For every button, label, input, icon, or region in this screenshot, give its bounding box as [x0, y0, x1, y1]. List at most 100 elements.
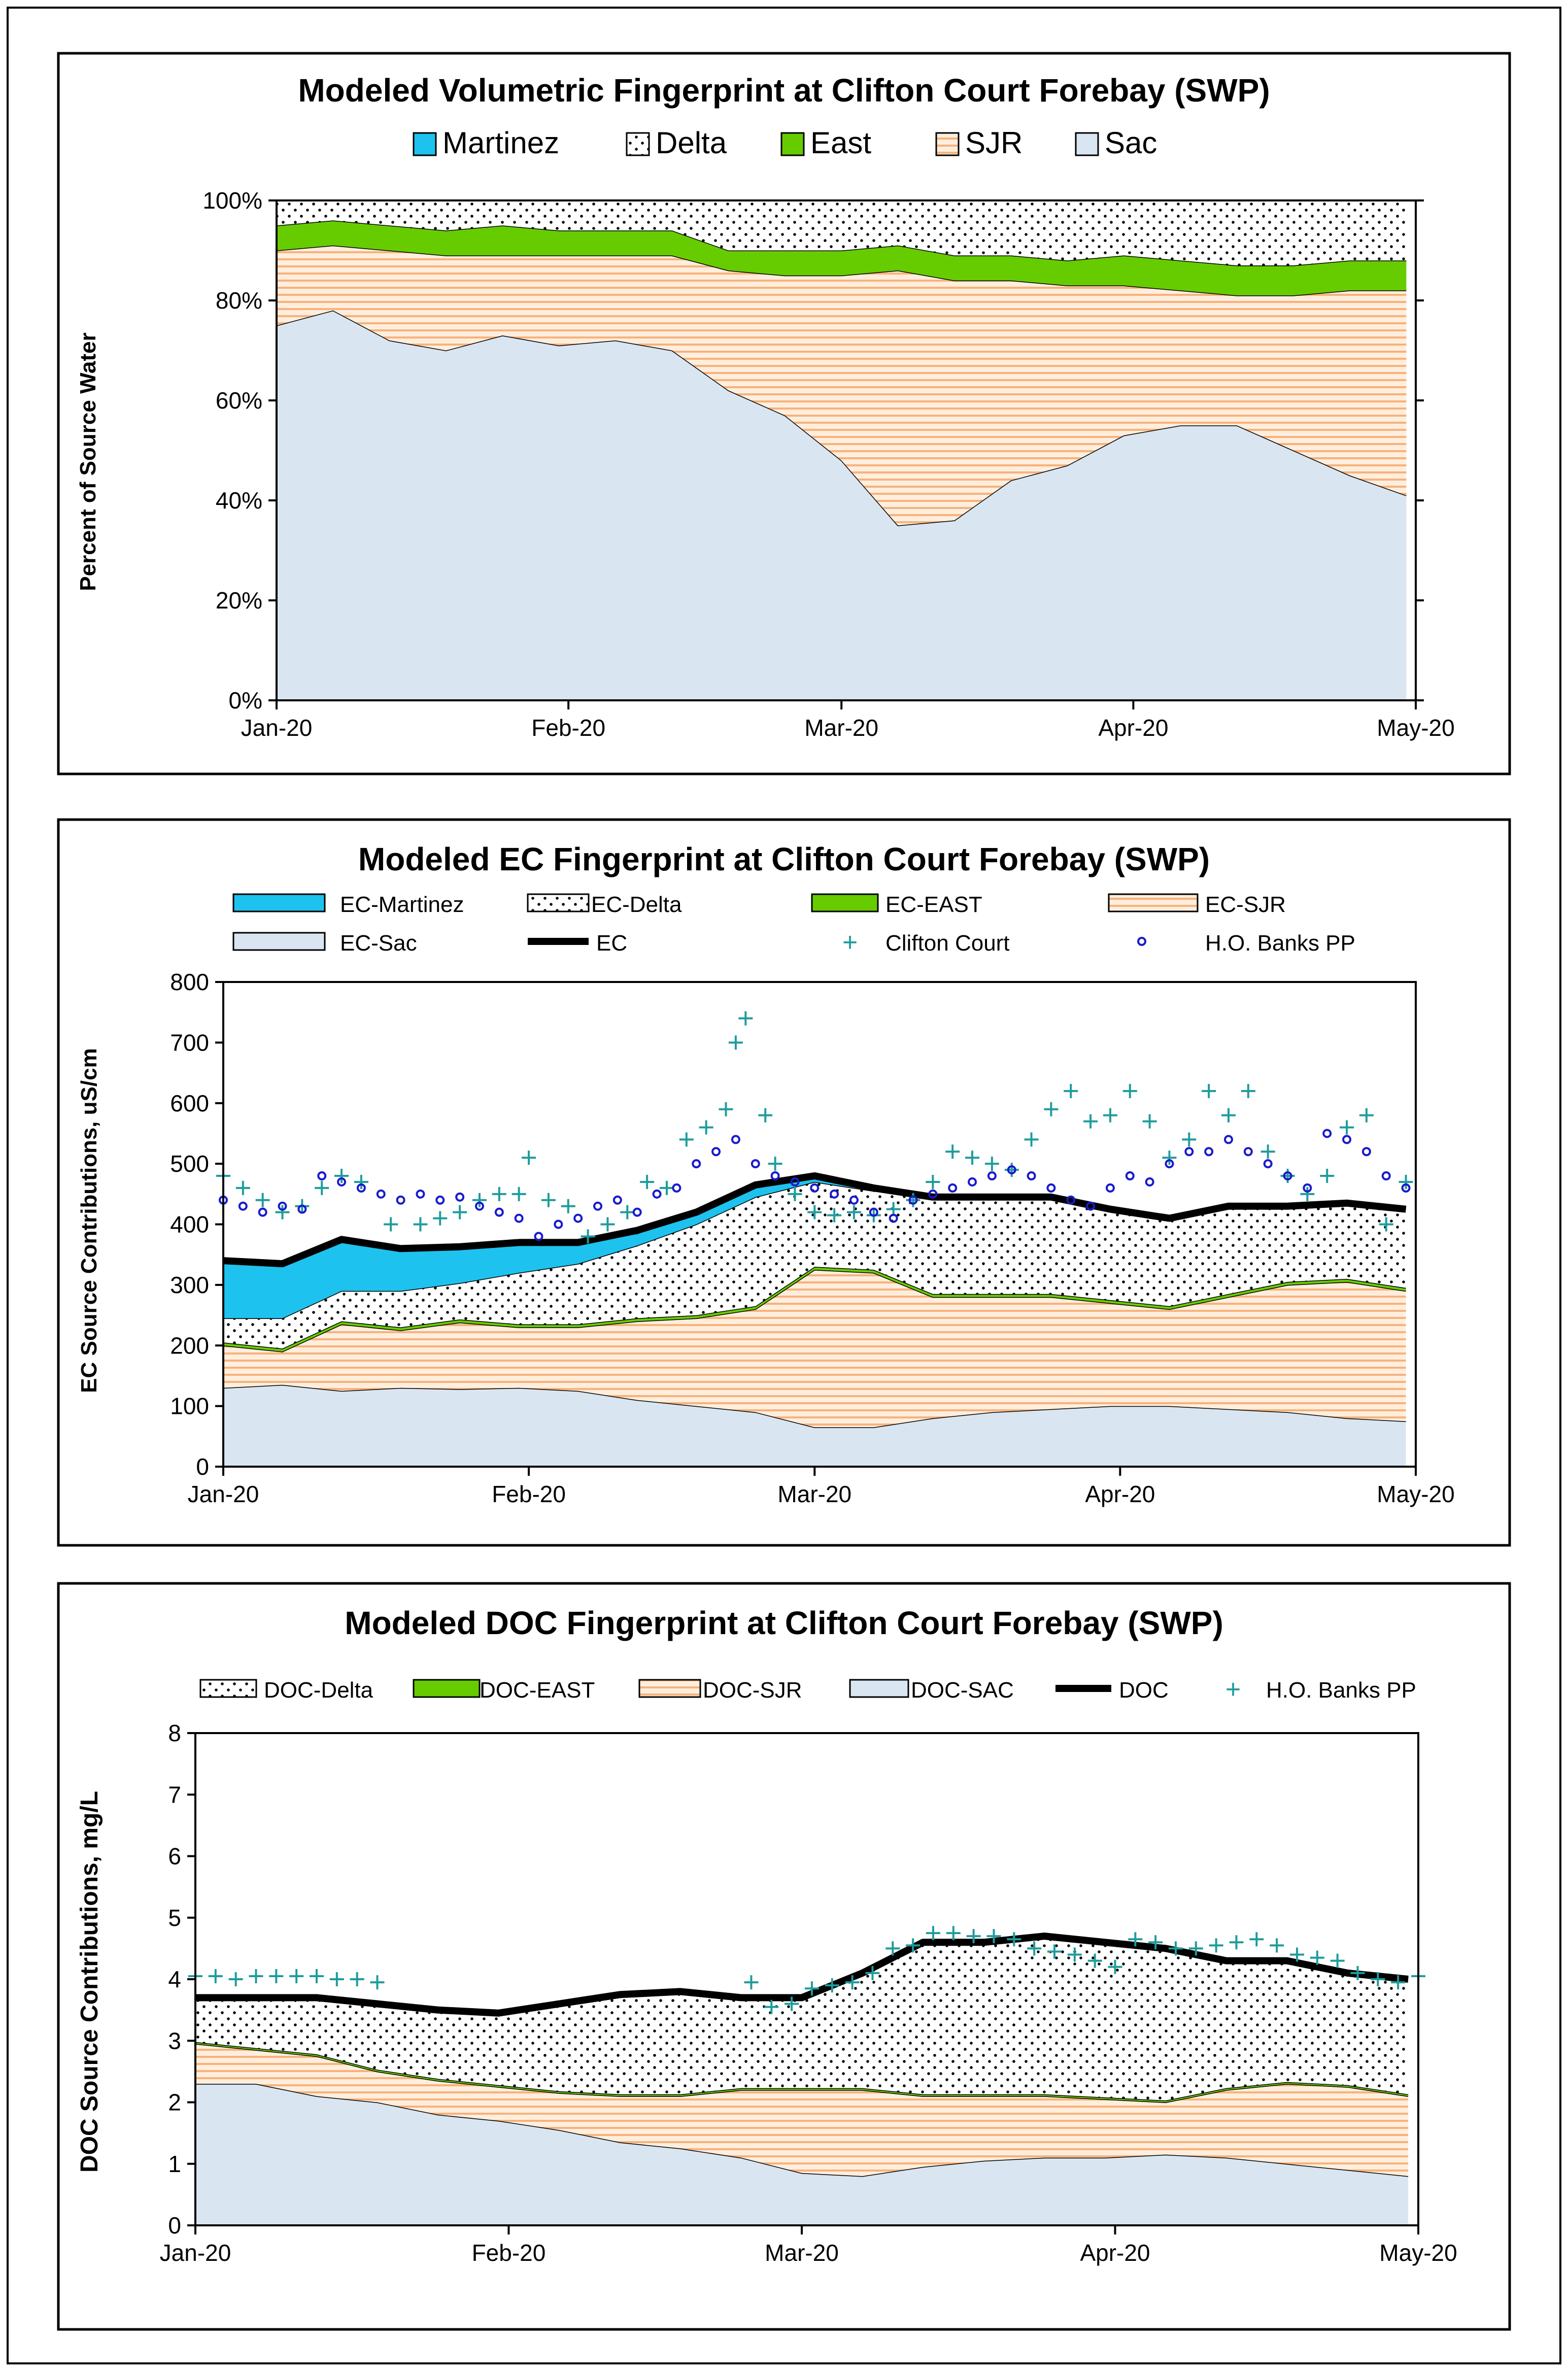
y-tick-label: 300	[170, 1272, 209, 1298]
y-tick-label: 8	[168, 1720, 181, 1746]
legend-label-doc-sjr: DOC-SJR	[703, 1678, 802, 1703]
clifton-court-point	[984, 1157, 999, 1171]
banks-pp-point	[1108, 1959, 1122, 1974]
y-tick-label: 5	[168, 1905, 181, 1931]
legend-swatch-sac	[1075, 132, 1099, 156]
clifton-court-point	[1004, 1163, 1019, 1177]
clifton-court-point	[255, 1193, 270, 1207]
banks-pp-point	[830, 1189, 839, 1199]
clifton-court-point	[1379, 1217, 1393, 1232]
clifton-court-point	[728, 1035, 743, 1050]
x-tick-label: Jan-20	[241, 715, 313, 741]
clifton-court-point	[620, 1205, 635, 1220]
banks-pp-point	[948, 1183, 958, 1193]
banks-pp-point	[804, 1981, 819, 1996]
banks-pp-point	[632, 1207, 642, 1217]
y-tick-label: 700	[170, 1029, 209, 1056]
clifton-court-point	[1300, 1187, 1315, 1201]
banks-pp-point	[1165, 1159, 1174, 1169]
banks-pp-point	[1046, 1183, 1056, 1193]
area-doc-sjr	[195, 2044, 1409, 2176]
banks-pp-point	[928, 1189, 938, 1199]
clifton-court-point	[1182, 1132, 1197, 1147]
x-tick-label: May-20	[1377, 1481, 1454, 1507]
banks-pp-point	[1148, 1935, 1163, 1950]
banks-pp-point	[1184, 1147, 1194, 1157]
total-line-ec	[223, 1172, 1407, 1268]
banks-pp-point	[455, 1192, 465, 1202]
banks-pp-point	[1401, 1183, 1411, 1193]
banks-pp-point	[1289, 1947, 1304, 1962]
legend-swatch-delta	[626, 132, 650, 156]
total-line-doc	[195, 1933, 1409, 2017]
banks-pp-point	[474, 1201, 484, 1211]
legend-swatch-ec-delta	[527, 893, 590, 912]
legend-label-ec: EC	[596, 931, 627, 956]
legend-label-east: East	[810, 126, 871, 160]
clifton-court-point	[659, 1180, 674, 1195]
banks-pp-point	[1223, 1135, 1233, 1144]
banks-pp-point	[534, 1232, 543, 1241]
y-tick-label: 40%	[216, 487, 262, 514]
y-tick-label: 4	[168, 1966, 181, 1992]
banks-pp-point	[692, 1159, 701, 1169]
area-ec-sac	[223, 1384, 1406, 1467]
x-tick-label: Jan-20	[188, 1481, 259, 1507]
clifton-court-point	[522, 1150, 536, 1165]
clifton-court-point	[315, 1180, 329, 1195]
banks-pp-point	[1243, 1147, 1253, 1157]
clifton-court-point	[1340, 1120, 1354, 1135]
banks-pp-point	[908, 1195, 918, 1205]
clifton-court-point	[768, 1157, 782, 1171]
clifton-court-point	[1103, 1108, 1117, 1123]
legend-swatch-east	[780, 132, 805, 156]
clifton-court-point	[807, 1205, 822, 1220]
clifton-court-point	[541, 1193, 556, 1207]
banks-pp-point	[1209, 1938, 1223, 1953]
axes: 0 1 2 3 4 5 6 7 8 Jan-20 Feb-20 Mar-20 Apr-20 May-20	[160, 1720, 1457, 2266]
legend: EC-Martinez EC-Delta EC-EAST EC-SJR EC-S…	[232, 892, 1355, 957]
y-axis-label: Percent of Source Water	[76, 332, 100, 591]
banks-pp-point	[1361, 1147, 1371, 1157]
banks-pp-point	[494, 1207, 504, 1217]
legend-swatch-doc-sjr	[638, 1679, 701, 1698]
legend-swatch-sjr	[935, 132, 960, 156]
clifton-court-point	[1122, 1083, 1137, 1098]
banks-pp-point	[1381, 1171, 1391, 1180]
y-tick-label: 0	[168, 2212, 181, 2239]
banks-pp-point	[1391, 1975, 1406, 1990]
x-tick-label: Mar-20	[765, 2240, 839, 2266]
x-tick-label: Apr-20	[1080, 2240, 1150, 2266]
banks-pp-point	[554, 1220, 563, 1229]
banks-pp-point	[1168, 1941, 1183, 1956]
y-tick-label: 100	[170, 1393, 209, 1419]
banks-pp-point	[1128, 1932, 1143, 1947]
banks-pp-point	[310, 1969, 324, 1983]
banks-pp-point	[968, 1177, 977, 1187]
banks-pp-point	[770, 1171, 780, 1180]
banks-pp-point	[731, 1135, 740, 1144]
y-tick-label: 80%	[216, 287, 262, 314]
clifton-court-point	[472, 1193, 487, 1207]
banks-pp-point	[249, 1969, 263, 1983]
area-doc-delta	[195, 1936, 1409, 2101]
banks-pp-point	[825, 1978, 839, 1993]
area-east	[277, 220, 1407, 296]
legend-swatch-doc-banks-pp: +	[1225, 1675, 1241, 1704]
clifton-court-point	[640, 1174, 655, 1189]
y-tick-label: 200	[170, 1332, 209, 1359]
banks-pp-point	[337, 1177, 347, 1187]
banks-pp-point	[1067, 1947, 1082, 1962]
banks-pp-point	[297, 1204, 307, 1214]
clifton-court-point	[354, 1174, 368, 1189]
banks-pp-point	[269, 1969, 284, 1983]
banks-pp-point	[1125, 1171, 1135, 1180]
x-tick-label: Feb-20	[492, 1481, 566, 1507]
banks-pp-point	[1188, 1941, 1203, 1956]
plot-frame	[276, 199, 1417, 701]
banks-pp-point	[612, 1195, 622, 1205]
axes: 0% 20% 40% 60% 80% 100% Jan-20 Feb-20 Mar-20 Apr-…	[202, 187, 1454, 741]
banks-pp-point	[376, 1189, 386, 1199]
banks-pp-point	[966, 1929, 981, 1944]
